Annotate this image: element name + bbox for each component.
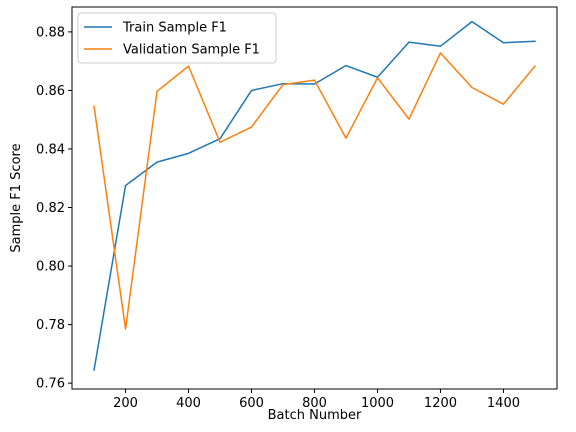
legend-label-validation: Validation Sample F1 (123, 43, 260, 58)
x-tick-label: 400 (176, 396, 201, 411)
series-line-validation (93, 52, 537, 330)
x-tick-label: 800 (302, 396, 327, 411)
y-tick-label: 0.84 (36, 142, 65, 157)
x-tick-label: 1400 (487, 396, 520, 411)
y-axis-label: Sample F1 Score (9, 143, 24, 252)
x-tick-label: 1000 (361, 396, 394, 411)
legend: Train Sample F1 Validation Sample F1 (77, 12, 277, 64)
y-tick-label: 0.86 (36, 84, 65, 99)
plot-area (72, 7, 557, 389)
y-tick-label: 0.80 (36, 260, 65, 275)
y-tick-label: 0.78 (36, 318, 65, 333)
x-tick-label: 600 (239, 396, 264, 411)
y-tick-label: 0.76 (36, 377, 65, 392)
y-axis-ticks: 0.76 0.78 0.80 0.82 0.84 0.86 0.88 (36, 25, 72, 392)
legend-label-train: Train Sample F1 (122, 21, 227, 36)
x-axis-ticks: 200 400 600 800 1000 1200 1400 (113, 389, 520, 411)
series-line-train (93, 20, 536, 371)
legend-box (77, 12, 277, 64)
y-tick-label: 0.88 (36, 25, 65, 40)
series-layer (93, 20, 537, 371)
y-tick-label: 0.82 (36, 201, 65, 216)
x-tick-label: 200 (113, 396, 138, 411)
x-tick-label: 1200 (424, 396, 457, 411)
x-axis-label: Batch Number (268, 408, 362, 423)
